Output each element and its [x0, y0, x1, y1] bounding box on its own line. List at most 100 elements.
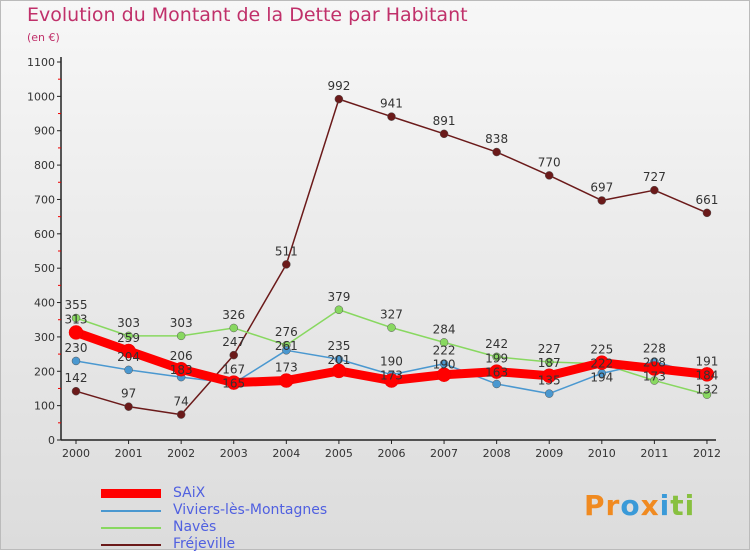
legend-swatch	[101, 489, 161, 498]
data-label: 770	[538, 155, 561, 169]
legend-item: SAiX	[101, 485, 327, 502]
data-label: 190	[433, 358, 456, 372]
data-point	[331, 363, 347, 379]
data-label: 190	[380, 355, 403, 369]
data-label: 697	[590, 180, 613, 194]
data-point	[702, 208, 712, 218]
data-label: 313	[65, 312, 88, 326]
data-label: 165	[222, 377, 245, 391]
x-tick-label: 2000	[62, 447, 90, 460]
data-label: 187	[538, 356, 561, 370]
data-point	[387, 323, 396, 332]
data-label: 227	[538, 342, 561, 356]
data-label: 303	[117, 316, 140, 330]
data-point	[492, 379, 501, 389]
data-point	[650, 376, 659, 385]
data-point	[334, 94, 344, 104]
x-tick-label: 2007	[430, 447, 458, 460]
y-tick-label: 900	[34, 125, 55, 138]
data-label: 74	[174, 395, 189, 409]
data-point	[492, 352, 501, 362]
data-label: 173	[643, 370, 666, 384]
data-point	[229, 350, 238, 360]
x-tick-label: 2009	[535, 447, 563, 460]
data-label: 303	[170, 316, 193, 330]
data-point	[489, 364, 504, 379]
data-label: 206	[170, 349, 193, 363]
data-label: 259	[117, 331, 140, 345]
data-point	[597, 196, 607, 205]
data-label: 838	[485, 132, 508, 146]
data-label: 727	[643, 170, 666, 184]
data-label: 201	[327, 353, 350, 367]
data-label: 191	[696, 354, 719, 368]
data-point	[544, 357, 554, 367]
legend-swatch	[101, 543, 161, 546]
data-point	[387, 112, 396, 121]
data-point	[436, 367, 452, 382]
data-label: 184	[696, 368, 719, 382]
chart-title: Evolution du Montant de la Dette par Hab…	[27, 4, 468, 26]
y-tick-label: 500	[34, 262, 55, 275]
data-point	[124, 402, 133, 411]
data-label: 183	[170, 363, 193, 377]
data-point	[121, 343, 136, 359]
data-point	[594, 355, 610, 370]
x-tick-label: 2005	[325, 447, 353, 460]
data-label: 992	[327, 79, 350, 93]
data-label: 132	[696, 382, 719, 396]
data-label: 222	[590, 357, 613, 371]
data-label: 261	[275, 339, 298, 353]
data-label: 142	[65, 371, 88, 385]
data-point	[702, 390, 712, 399]
data-label: 247	[222, 335, 245, 349]
y-axis-unit: (en €)	[27, 31, 60, 44]
data-label: 167	[222, 363, 245, 377]
data-point	[492, 147, 501, 157]
y-tick-label: 1000	[27, 90, 55, 103]
y-tick-label: 700	[34, 193, 55, 206]
data-point	[71, 313, 81, 323]
data-point	[279, 373, 294, 388]
data-point	[176, 410, 186, 419]
data-point	[650, 185, 659, 195]
y-tick-label: 400	[34, 297, 55, 310]
data-point	[439, 129, 449, 139]
data-point	[173, 361, 189, 377]
legend-swatch	[101, 526, 161, 529]
data-point	[544, 171, 554, 180]
data-point	[71, 356, 81, 366]
data-point	[544, 389, 554, 398]
data-label: 941	[380, 97, 403, 111]
y-tick-label: 800	[34, 159, 55, 172]
legend-label: Fréjeville	[173, 536, 236, 552]
legend-swatch	[101, 509, 161, 512]
legend: SAiX Viviers-lès-Montagnes Navès Fréjeville	[101, 485, 327, 553]
data-point	[282, 346, 291, 355]
x-tick-label: 2006	[377, 447, 405, 460]
y-tick-label: 1100	[27, 56, 55, 69]
data-point	[647, 361, 662, 376]
y-tick-label: 100	[34, 400, 55, 413]
data-point	[68, 325, 84, 340]
data-label: 242	[485, 337, 508, 351]
y-tick-label: 300	[34, 331, 55, 344]
data-label: 163	[485, 366, 508, 380]
data-label: 891	[433, 114, 456, 128]
data-point	[124, 365, 133, 375]
legend-item: Viviers-lès-Montagnes	[101, 502, 327, 519]
legend-item: Navès	[101, 519, 327, 536]
data-label: 379	[327, 290, 350, 304]
legend-label: Viviers-lès-Montagnes	[173, 502, 328, 518]
data-point	[71, 386, 81, 396]
x-tick-label: 2001	[115, 447, 143, 460]
legend-label: SAiX	[173, 485, 206, 501]
data-point	[176, 331, 186, 341]
data-point	[229, 323, 238, 333]
data-label: 225	[590, 343, 613, 357]
data-label: 276	[275, 325, 298, 339]
data-point	[334, 354, 344, 364]
y-tick-label: 600	[34, 228, 55, 241]
data-point	[226, 375, 241, 390]
